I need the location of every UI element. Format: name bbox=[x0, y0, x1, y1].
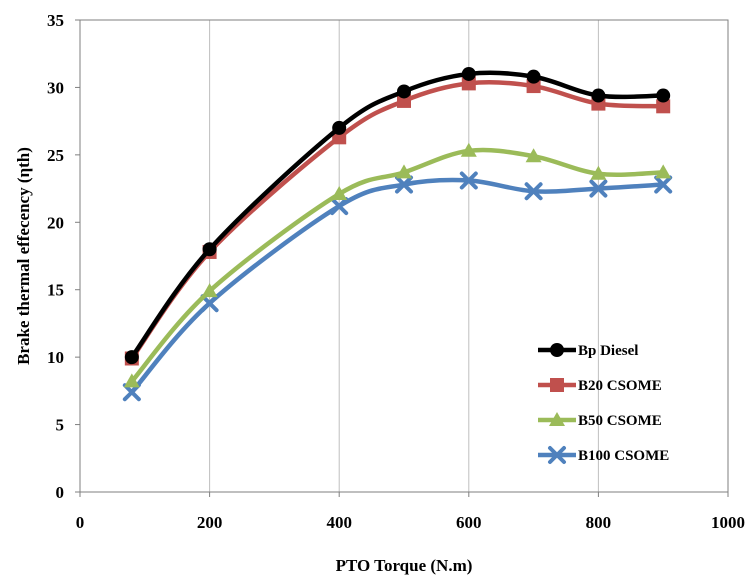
y-tick-label: 10 bbox=[47, 348, 64, 367]
data-point-b100-csome bbox=[654, 175, 673, 194]
legend-label: B50 CSOME bbox=[578, 413, 662, 429]
data-point-b50-csome bbox=[201, 283, 218, 298]
data-point-b50-csome bbox=[331, 185, 348, 200]
legend-label: B20 CSOME bbox=[578, 378, 662, 394]
data-point-b100-csome bbox=[330, 197, 349, 216]
data-point-b50-csome bbox=[123, 373, 140, 388]
y-axis-ticks: 0 5 10 15 20 25 30 35 bbox=[47, 11, 80, 502]
data-point-bp-diesel bbox=[656, 88, 671, 103]
series-line-bp-diesel bbox=[130, 70, 664, 359]
data-point-bp-diesel bbox=[591, 88, 606, 103]
series-bp-diesel bbox=[124, 66, 671, 365]
series-group bbox=[122, 66, 673, 402]
data-point-bp-diesel bbox=[202, 242, 217, 257]
data-point-b50-csome bbox=[525, 148, 542, 163]
x-tick-label: 1000 bbox=[711, 513, 745, 532]
data-point-b100-csome bbox=[122, 383, 141, 402]
legend-marker-bp-diesel bbox=[550, 343, 564, 357]
legend-marker-b100-csome bbox=[548, 446, 566, 464]
data-point-bp-diesel bbox=[461, 66, 476, 81]
data-point-bp-diesel bbox=[526, 69, 541, 84]
data-point-b50-csome bbox=[396, 164, 412, 179]
data-point-b50-csome bbox=[655, 164, 672, 179]
x-tick-label: 800 bbox=[586, 513, 612, 532]
data-point-b100-csome bbox=[589, 179, 608, 198]
y-tick-label: 35 bbox=[47, 11, 64, 30]
legend-item-b100-csome: B100 CSOME bbox=[538, 446, 669, 464]
data-point-b50-csome bbox=[460, 142, 477, 157]
x-tick-label: 200 bbox=[197, 513, 223, 532]
legend-label: Bp Diesel bbox=[578, 343, 638, 359]
y-tick-label: 30 bbox=[47, 78, 64, 97]
data-point-bp-diesel bbox=[397, 84, 411, 99]
x-tick-label: 600 bbox=[456, 513, 482, 532]
legend-item-b50-csome: B50 CSOME bbox=[538, 412, 662, 429]
data-point-b50-csome bbox=[590, 165, 607, 180]
series-line-b100-csome bbox=[130, 177, 664, 394]
data-point-bp-diesel bbox=[332, 120, 347, 135]
y-tick-label: 25 bbox=[47, 146, 64, 165]
legend: Bp Diesel B20 CSOME B50 CSOME B100 CSOME bbox=[538, 343, 669, 464]
x-axis-title: PTO Torque (N.m) bbox=[336, 556, 473, 575]
y-tick-label: 5 bbox=[56, 416, 65, 435]
data-point-b100-csome bbox=[524, 182, 543, 201]
data-point-b100-csome bbox=[200, 294, 219, 313]
data-point-b100-csome bbox=[395, 175, 413, 194]
legend-marker-b20-csome bbox=[550, 378, 564, 392]
legend-item-bp-diesel: Bp Diesel bbox=[538, 343, 638, 359]
series-b50-csome bbox=[123, 142, 672, 388]
legend-label: B100 CSOME bbox=[578, 448, 669, 464]
x-tick-label: 0 bbox=[76, 513, 85, 532]
plot-area-border bbox=[79, 19, 729, 493]
y-tick-label: 15 bbox=[47, 281, 64, 300]
data-point-b20-csome bbox=[656, 99, 671, 114]
x-tick-label: 400 bbox=[326, 513, 352, 532]
legend-item-b20-csome: B20 CSOME bbox=[538, 378, 662, 394]
series-line-b20-csome bbox=[130, 79, 664, 360]
series-b20-csome bbox=[124, 76, 671, 366]
data-point-b100-csome bbox=[459, 171, 478, 190]
y-tick-label: 20 bbox=[47, 213, 64, 232]
legend-marker-b50-csome bbox=[549, 412, 565, 426]
x-axis-ticks: 0 200 400 600 800 1000 bbox=[76, 492, 745, 532]
y-axis-title: Brake thermal effecency (ηth) bbox=[14, 147, 33, 365]
y-tick-label: 0 bbox=[56, 483, 65, 502]
data-point-bp-diesel bbox=[124, 350, 139, 365]
series-b100-csome bbox=[122, 171, 673, 402]
